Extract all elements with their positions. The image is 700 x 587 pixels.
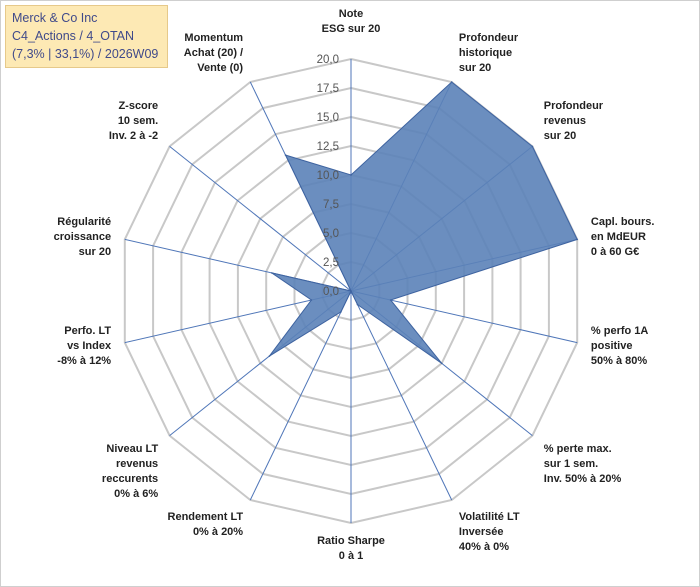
axis-label-line: Rendement LT (168, 511, 244, 523)
axis-label-line: historique (459, 47, 512, 59)
axis-label-line: ESG sur 20 (322, 23, 381, 35)
axis-label-line: Achat (20) / (184, 47, 243, 59)
axis-label: Momentum Achat (20) / Vente (0) (184, 32, 244, 74)
data-point (450, 81, 453, 83)
axis-label-line: -8% à 12% (57, 355, 111, 367)
axis-label-line: Profondeur (459, 32, 519, 44)
data-point (531, 145, 534, 148)
axis-label-line: % perfo 1A (591, 325, 649, 337)
tick-label: 5,0 (323, 228, 339, 240)
title-box: Merck & Co Inc C4_Actions / 4_OTAN (7,3%… (5, 5, 168, 68)
axis-label-line: 0% à 6% (114, 488, 158, 500)
data-point (268, 355, 271, 357)
axis-label-line: croissance (54, 231, 111, 243)
data-point (440, 362, 443, 365)
axis-label-line: sur 20 (459, 62, 491, 74)
axis-label-line: Niveau LT (106, 443, 158, 455)
axis-label-line: Momentum (184, 32, 243, 44)
axis-label-line: Volatilité LT (459, 511, 520, 523)
axis-label-line: 0 à 60 G€ (591, 246, 639, 258)
axis-label: Volatilité LT Inversée 40% à 0% (459, 511, 520, 553)
axis-label: Z-score 10 sem. Inv. 2 à -2 (109, 100, 158, 142)
axis-label-line: revenus (544, 115, 586, 127)
axis-label-line: vs Index (67, 340, 112, 352)
axis-label-line: 0 à 1 (339, 550, 363, 562)
axis-label-line: 10 sem. (118, 115, 158, 127)
axis-label-line: Inv. 2 à -2 (109, 130, 158, 142)
axis-label: Capl. bours. en MdEUR 0 à 60 G€ (591, 216, 655, 258)
tick-label: 15,0 (317, 112, 339, 124)
axis-spoke (169, 146, 352, 292)
data-point (284, 154, 287, 156)
axis-label-line: % perte max. (544, 443, 612, 455)
radar-axis-labels: Note ESG sur 20 Profondeur historique sur 20… (54, 8, 655, 562)
axis-label-line: Note (339, 8, 363, 20)
axis-label: Régularité croissance sur 20 (54, 216, 111, 258)
axis-label-line: Perfo. LT (64, 325, 111, 337)
data-point (340, 311, 342, 313)
axis-label-line: Ratio Sharpe (317, 535, 385, 547)
data-point (389, 299, 392, 301)
axis-label: Rendement LT 0% à 20% (168, 511, 244, 538)
axis-label: Niveau LT revenus reccurents 0% à 6% (102, 443, 159, 500)
title-stats: (7,3% | 33,1%) / 2026W09 (12, 47, 159, 61)
axis-label-line: Régularité (57, 216, 111, 228)
tick-label: 12,5 (317, 141, 339, 153)
axis-label-line: sur 1 sem. (544, 458, 598, 470)
title-company: Merck & Co Inc (12, 11, 98, 25)
axis-label-line: Inv. 50% à 20% (544, 473, 622, 485)
tick-label: 2,5 (323, 257, 339, 269)
axis-label-line: 40% à 0% (459, 541, 509, 553)
radar-series (268, 81, 578, 365)
axis-label-line: positive (591, 340, 633, 352)
axis-label: Profondeur revenus sur 20 (544, 100, 604, 142)
axis-spoke (350, 290, 453, 501)
axis-label-line: Inversée (459, 526, 504, 538)
axis-label: Note ESG sur 20 (322, 8, 381, 35)
data-point (271, 272, 273, 274)
axis-label-line: Capl. bours. (591, 216, 655, 228)
axis-label-line: en MdEUR (591, 231, 646, 243)
axis-label: Perfo. LT vs Index -8% à 12% (57, 325, 112, 367)
tick-label: 0,0 (323, 286, 339, 298)
title-category: C4_Actions / 4_OTAN (12, 29, 135, 43)
data-point (350, 174, 352, 176)
axis-spoke (249, 290, 352, 501)
axis-label-line: revenus (116, 458, 158, 470)
tick-label: 7,5 (323, 199, 339, 211)
axis-label: % perte max. sur 1 sem. Inv. 50% à 20% (544, 443, 622, 485)
axis-label: Ratio Sharpe 0 à 1 (317, 535, 385, 562)
tick-label: 17,5 (317, 83, 339, 95)
axis-label-line: reccurents (102, 473, 158, 485)
axis-label: Profondeur historique sur 20 (459, 32, 519, 74)
data-point (350, 290, 352, 292)
axis-label: % perfo 1A positive 50% à 80% (591, 325, 649, 367)
axis-label-line: sur 20 (544, 130, 576, 142)
tick-label: 20,0 (317, 54, 339, 66)
axis-label-line: sur 20 (79, 246, 111, 258)
axis-label-line: Vente (0) (197, 62, 243, 74)
tick-label: 10,0 (317, 170, 339, 182)
data-point (576, 238, 578, 241)
data-point (356, 303, 359, 306)
axis-label-line: 0% à 20% (193, 526, 243, 538)
axis-label-line: Z-score (118, 100, 158, 112)
axis-label-line: 50% à 80% (591, 355, 647, 367)
data-point (310, 299, 313, 301)
axis-label-line: Profondeur (544, 100, 604, 112)
radar-tick-labels: 0,0 2,5 5,0 7,5 10,0 12,5 15,0 17,5 20,0 (317, 54, 339, 298)
